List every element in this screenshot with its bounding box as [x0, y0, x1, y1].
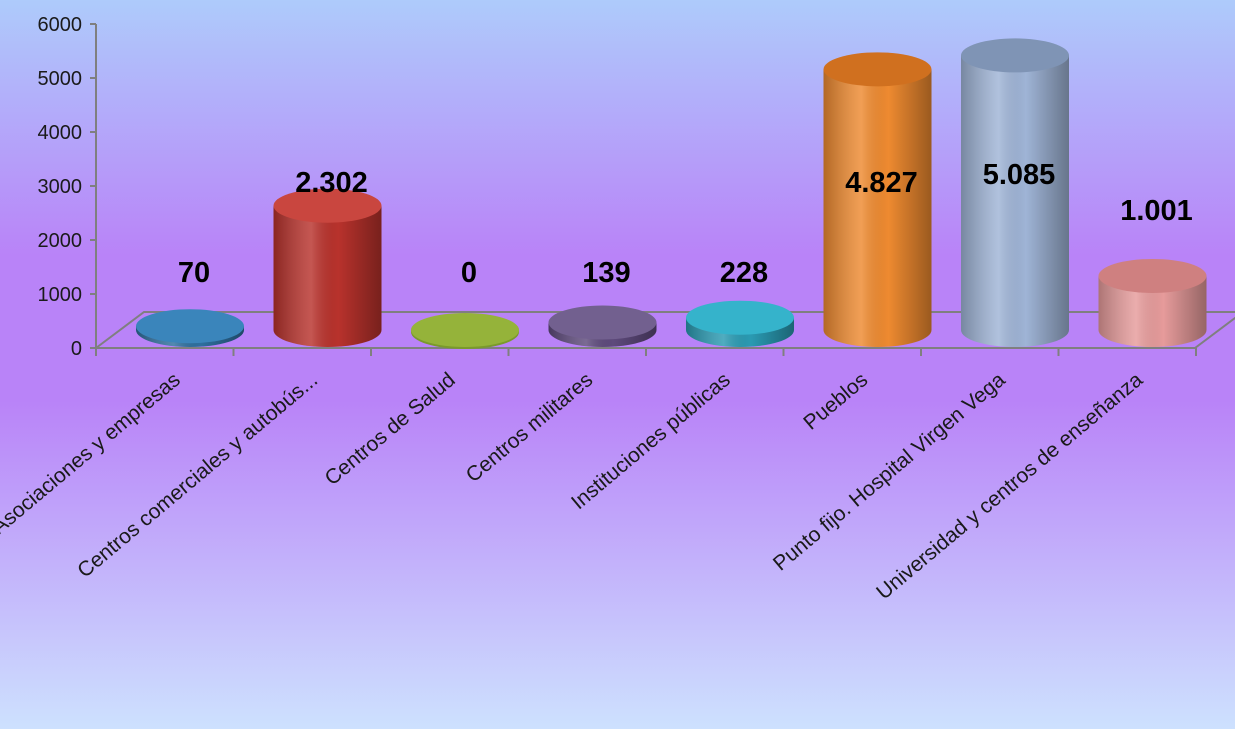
bar	[548, 305, 657, 347]
data-label: 228	[720, 257, 768, 289]
y-tick-label: 0	[71, 338, 82, 360]
data-label: 1.001	[1120, 195, 1193, 227]
bar	[961, 38, 1069, 347]
bar-shading	[1098, 275, 1207, 347]
y-tick-label: 2000	[38, 230, 83, 252]
bar-top	[961, 38, 1069, 73]
y-tick-label: 5000	[38, 68, 83, 90]
bar-top	[1098, 258, 1207, 293]
y-tick-label: 6000	[38, 14, 83, 36]
y-tick-label: 4000	[38, 122, 83, 144]
bar-top	[136, 309, 244, 344]
bar	[136, 309, 244, 347]
bar-top	[273, 188, 382, 223]
data-label: 139	[582, 257, 630, 289]
bar-top	[548, 305, 657, 340]
chart-floor	[93, 311, 1235, 349]
data-label: 70	[178, 257, 210, 289]
bar	[1098, 258, 1207, 347]
bar-shading	[961, 55, 1069, 347]
bar	[411, 313, 519, 349]
bar-shading	[273, 205, 382, 347]
data-label: 2.302	[295, 167, 368, 199]
bar-top	[411, 313, 519, 347]
y-tick-label: 1000	[38, 284, 83, 306]
bar-top	[686, 300, 794, 335]
y-tick-label: 3000	[38, 176, 83, 198]
bar-top	[823, 52, 932, 87]
data-label: 5.085	[983, 159, 1056, 191]
data-label: 4.827	[845, 167, 918, 199]
data-label: 0	[461, 257, 477, 289]
bar-shading	[823, 69, 932, 347]
bar	[273, 188, 382, 347]
bar	[686, 300, 794, 347]
bar	[823, 52, 932, 347]
